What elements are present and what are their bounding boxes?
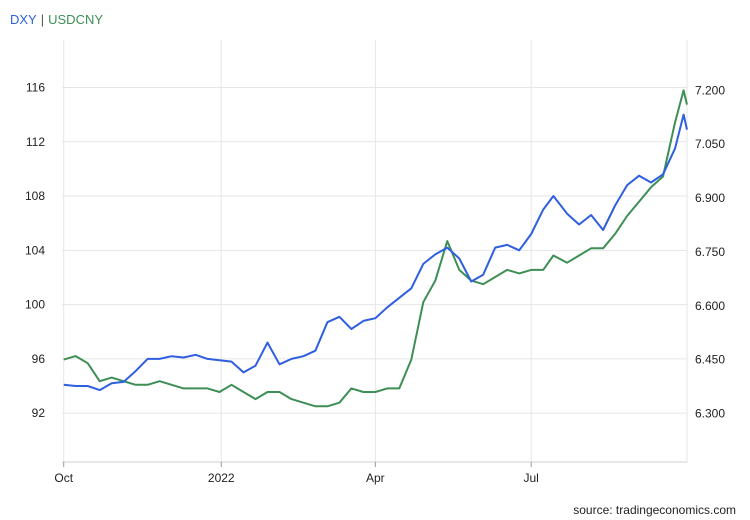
right-tick-label: 7.050 [695, 137, 725, 151]
right-axis-ticks: 7.200 7.050 6.900 6.750 6.600 6.450 6.300 [695, 83, 725, 420]
legend-dxy[interactable]: DXY [10, 12, 37, 27]
grid-lines [62, 40, 688, 463]
legend-separator: | [40, 12, 45, 27]
x-tick-label: Oct [54, 471, 73, 485]
series-line-dxy[interactable] [63, 113, 688, 392]
left-tick-label: 112 [26, 135, 45, 149]
right-tick-label: 6.600 [695, 299, 725, 313]
left-tick-label: 116 [26, 80, 45, 94]
x-tick-label: Apr [366, 471, 385, 485]
left-tick-label: 100 [25, 298, 45, 312]
left-axis-ticks: 116 112 108 104 100 96 92 [25, 80, 45, 420]
source-attribution: source: tradingeconomics.com [573, 503, 736, 517]
series-lines [63, 89, 688, 408]
x-axis-ticks: Oct 2022 Apr Jul [54, 462, 539, 485]
right-tick-label: 6.450 [695, 353, 725, 367]
left-tick-label: 96 [32, 352, 46, 366]
x-tick-label: 2022 [208, 471, 235, 485]
x-tick-label: Jul [524, 471, 539, 485]
right-tick-label: 6.900 [695, 191, 725, 205]
legend-usdcny[interactable]: USDCNY [48, 12, 104, 27]
left-tick-label: 92 [32, 406, 46, 420]
left-tick-label: 108 [25, 189, 45, 203]
right-tick-label: 7.200 [695, 83, 725, 97]
chart-legend: DXY | USDCNY [10, 12, 103, 27]
series-line-usdcny[interactable] [63, 89, 688, 408]
right-tick-label: 6.750 [695, 245, 725, 259]
right-tick-label: 6.300 [695, 407, 725, 421]
left-tick-label: 104 [25, 243, 45, 257]
